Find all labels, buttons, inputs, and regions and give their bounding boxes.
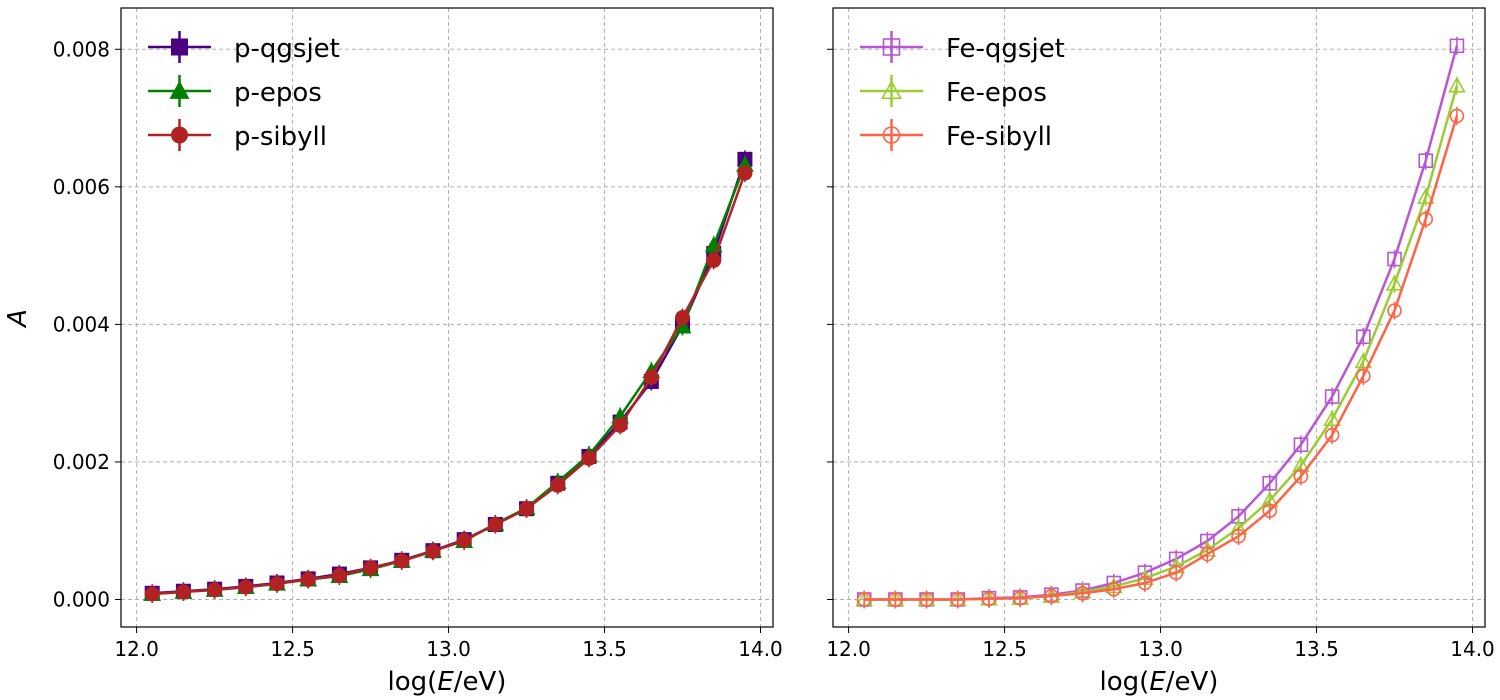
legend-label: p-sibyll (234, 122, 327, 152)
x-tick-label: 13.5 (582, 637, 627, 661)
data-point-circle (1075, 585, 1090, 601)
legend-marker-triangle (169, 80, 190, 99)
x-tick-label: 13.0 (1138, 637, 1183, 661)
x-tick-label: 13.5 (1294, 637, 1339, 661)
y-tick-label: 0.002 (53, 450, 110, 474)
data-point-triangle (1416, 188, 1435, 204)
data-point-circle (1449, 108, 1465, 124)
data-point-circle (144, 586, 160, 602)
data-point-circle (919, 592, 934, 607)
legend-marker-square (171, 38, 188, 56)
data-point-circle (643, 369, 659, 385)
y-tick-label: 0.004 (53, 312, 110, 336)
y-tick-label: 0.008 (53, 37, 110, 61)
data-point-triangle (1448, 76, 1466, 93)
series-p-sibyll (144, 164, 753, 603)
legend-left: p-qgsjet p-epos p-sibyll (148, 31, 340, 152)
legend-label: p-epos (234, 78, 322, 108)
data-point-circle (888, 592, 903, 607)
legend-label: Fe-epos (946, 78, 1047, 108)
data-point-circle (950, 592, 966, 607)
legend-marker-triangle (880, 80, 903, 100)
data-point-circle (1324, 427, 1340, 443)
y-tick-label: 0.006 (53, 175, 110, 199)
data-point-circle (550, 477, 566, 493)
data-point-circle (981, 591, 997, 607)
legend-label: Fe-sibyll (946, 122, 1052, 152)
data-point-circle (363, 560, 379, 576)
data-point-circle (1012, 590, 1028, 606)
plot-frame (832, 7, 1486, 628)
series-Fe-sibyll (856, 106, 1465, 609)
data-point-circle (207, 582, 223, 598)
data-point-circle (1356, 368, 1371, 384)
data-point-circle (1418, 211, 1434, 227)
data-point-circle (1231, 528, 1246, 544)
data-point-circle (238, 579, 254, 595)
data-point-circle (519, 501, 535, 517)
data-point-circle (856, 592, 872, 607)
data-point-circle (300, 572, 316, 588)
data-point-circle (737, 165, 753, 181)
x-tick-label: 14.0 (1450, 637, 1495, 661)
data-point-square (1262, 475, 1278, 491)
series-line (864, 115, 1459, 601)
data-point-circle (269, 576, 285, 592)
data-point-circle (675, 310, 691, 325)
data-point-circle (331, 567, 347, 583)
data-point-circle (612, 417, 628, 433)
data-point-triangle (1323, 410, 1341, 427)
plot-panel-left: 12.0 12.5 13.0 13.5 14.0 0.000 0.002 0.004 0.006… (53, 7, 783, 661)
legend-right: Fe-qgsjet Fe-epos Fe-sibyll (860, 31, 1065, 152)
data-point-circle (456, 532, 472, 548)
x-axis-label-left: log(E/eV) (388, 667, 507, 697)
data-point-circle (425, 543, 441, 559)
legend-marker-square (882, 38, 901, 56)
data-point-square (1293, 437, 1309, 453)
data-point-circle (706, 252, 722, 268)
data-point-circle (1262, 503, 1278, 519)
data-point-square (1356, 329, 1371, 345)
data-point-square (1324, 389, 1340, 404)
y-tick-label: 0.000 (53, 587, 110, 611)
data-point-circle (1106, 581, 1122, 597)
x-tick-label: 12.5 (982, 637, 1027, 661)
x-tick-label: 13.0 (426, 637, 471, 661)
data-point-square (1418, 153, 1434, 168)
x-axis-label-right: log(E/eV) (1100, 667, 1219, 697)
data-point-square (1449, 38, 1465, 54)
legend-marker-circle (882, 126, 901, 144)
x-tick-label: 12.0 (826, 637, 871, 661)
y-axis-label: A (3, 309, 33, 329)
data-point-circle (487, 517, 503, 533)
data-point-circle (1137, 575, 1153, 591)
x-tick-label: 14.0 (738, 637, 783, 661)
plot-panel-right: 12.0 12.5 13.0 13.5 14.0 Fe-qgsjet Fe-epos Fe-s… (826, 7, 1495, 661)
data-point-circle (1387, 303, 1402, 318)
data-point-circle (1044, 588, 1059, 604)
data-point-circle (394, 553, 410, 569)
data-point-circle (1200, 546, 1215, 562)
data-point-circle (1293, 469, 1309, 484)
data-point-circle (581, 450, 597, 466)
legend-label: Fe-qgsjet (946, 34, 1065, 64)
plot-frame (120, 7, 774, 628)
data-point-circle (1168, 565, 1184, 580)
data-point-triangle (1385, 274, 1404, 291)
legend-label: p-qgsjet (234, 34, 340, 64)
data-point-square (1387, 251, 1402, 267)
legend-marker-circle (171, 126, 188, 144)
x-tick-label: 12.5 (270, 637, 315, 661)
data-point-circle (175, 584, 191, 600)
x-tick-label: 12.0 (114, 637, 159, 661)
